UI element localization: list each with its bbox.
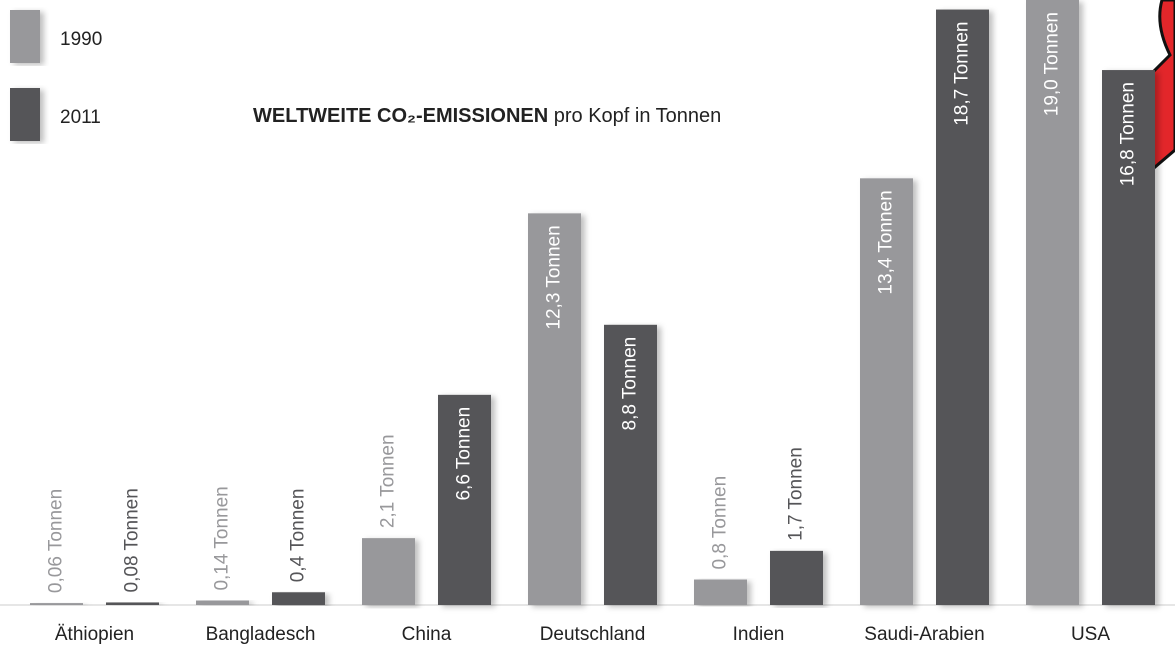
- bar: [196, 601, 249, 605]
- x-tick-label: Bangladesch: [206, 624, 316, 645]
- bar: [770, 551, 823, 605]
- value-label: 0,08 Tonnen: [122, 488, 143, 592]
- value-label: 0,06 Tonnen: [46, 489, 67, 593]
- value-label: 12,3 Tonnen: [544, 225, 565, 329]
- x-tick-label: Deutschland: [540, 624, 646, 645]
- value-label: 18,7 Tonnen: [952, 22, 973, 126]
- title-bold: WELTWEITE CO₂-EMISSIONEN: [253, 105, 548, 127]
- value-label: 13,4 Tonnen: [876, 190, 897, 294]
- legend-swatch: [10, 88, 40, 141]
- legend-swatch: [10, 10, 40, 63]
- value-label: 19,0 Tonnen: [1042, 12, 1063, 116]
- title-rest: pro Kopf in Tonnen: [554, 105, 722, 127]
- bar: [106, 602, 159, 605]
- bar: [694, 580, 747, 605]
- legend-label: 1990: [60, 29, 102, 50]
- bar: [30, 603, 83, 605]
- x-tick-label: Saudi-Arabien: [864, 624, 984, 645]
- x-tick-label: China: [402, 624, 452, 645]
- bar: [362, 538, 415, 605]
- value-label: 1,7 Tonnen: [786, 447, 807, 541]
- x-tick-label: Indien: [733, 624, 785, 645]
- chart: WELTWEITE CO₂-EMISSIONEN pro Kopf in Ton…: [0, 0, 1175, 648]
- bar: [272, 592, 325, 605]
- value-label: 8,8 Tonnen: [620, 337, 641, 431]
- legend-label: 2011: [60, 107, 101, 128]
- value-label: 2,1 Tonnen: [378, 434, 399, 528]
- value-label: 0,14 Tonnen: [212, 486, 233, 590]
- value-label: 16,8 Tonnen: [1118, 82, 1139, 186]
- value-label: 0,4 Tonnen: [288, 489, 309, 583]
- x-tick-label: USA: [1071, 624, 1110, 645]
- x-tick-label: Äthiopien: [55, 624, 134, 645]
- value-label: 0,8 Tonnen: [710, 476, 731, 570]
- value-label: 6,6 Tonnen: [454, 407, 475, 501]
- chart-title: WELTWEITE CO₂-EMISSIONEN pro Kopf in Ton…: [253, 105, 721, 127]
- page: WELTWEITE CO₂-EMISSIONEN pro Kopf in Ton…: [0, 0, 1175, 648]
